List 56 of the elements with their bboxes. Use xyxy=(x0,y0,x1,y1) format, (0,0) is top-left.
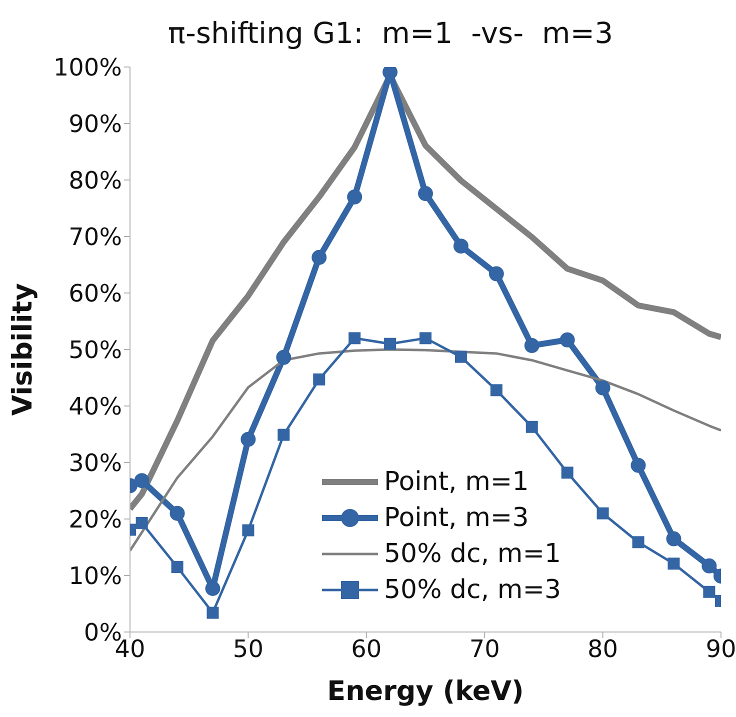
x-tick-label: 50 xyxy=(232,635,264,664)
point xyxy=(134,473,150,488)
legend-label: Point, m=1 xyxy=(384,467,529,497)
point xyxy=(382,67,398,80)
point xyxy=(348,332,361,344)
point xyxy=(526,420,538,433)
point xyxy=(420,332,432,344)
point xyxy=(632,536,644,548)
x-axis-title: Energy (keV) xyxy=(327,676,524,707)
y-tick-label: 30% xyxy=(68,449,122,478)
y-tick-label: 10% xyxy=(68,562,122,590)
x-tick-label: 90 xyxy=(706,635,736,664)
point xyxy=(453,238,468,254)
legend-label: Point, m=3 xyxy=(384,503,529,533)
point xyxy=(668,558,680,570)
point xyxy=(206,606,219,619)
point xyxy=(384,338,396,350)
point xyxy=(488,266,504,282)
point xyxy=(454,350,467,363)
point xyxy=(136,516,148,529)
legend-label: 50% dc, m=1 xyxy=(384,539,562,569)
point xyxy=(313,373,326,386)
point xyxy=(524,338,540,354)
y-tick-label: 50% xyxy=(68,336,122,364)
point xyxy=(490,384,502,396)
point xyxy=(418,186,433,202)
y-tick-label: 80% xyxy=(68,166,122,195)
x-tick-label: 80 xyxy=(588,635,618,664)
point xyxy=(595,380,610,396)
y-tick-label: 60% xyxy=(68,280,122,308)
y-tick-label: 70% xyxy=(68,223,122,252)
point xyxy=(666,531,682,546)
point xyxy=(276,350,292,365)
y-tick-label: 20% xyxy=(68,506,122,534)
point xyxy=(702,558,717,574)
point xyxy=(561,466,574,479)
point xyxy=(170,506,185,521)
point xyxy=(703,586,716,598)
chart-title: π-shifting G1: m=1 -vs- m=3 xyxy=(168,16,614,50)
point xyxy=(347,189,362,204)
point xyxy=(205,580,220,596)
y-tick-label: 40% xyxy=(68,392,122,421)
y-axis-title: Visibility xyxy=(8,282,39,416)
legend-label: 50% dc, m=3 xyxy=(384,575,562,605)
x-tick-label: 70 xyxy=(469,635,500,664)
point xyxy=(630,458,646,473)
point xyxy=(171,561,184,574)
point xyxy=(278,428,290,441)
point xyxy=(560,332,575,348)
point xyxy=(312,250,327,265)
point xyxy=(596,507,609,520)
point xyxy=(242,524,254,536)
point xyxy=(240,432,256,447)
x-tick-label: 60 xyxy=(351,635,382,664)
y-tick-label: 100% xyxy=(53,54,122,82)
y-tick-label: 90% xyxy=(68,110,122,138)
